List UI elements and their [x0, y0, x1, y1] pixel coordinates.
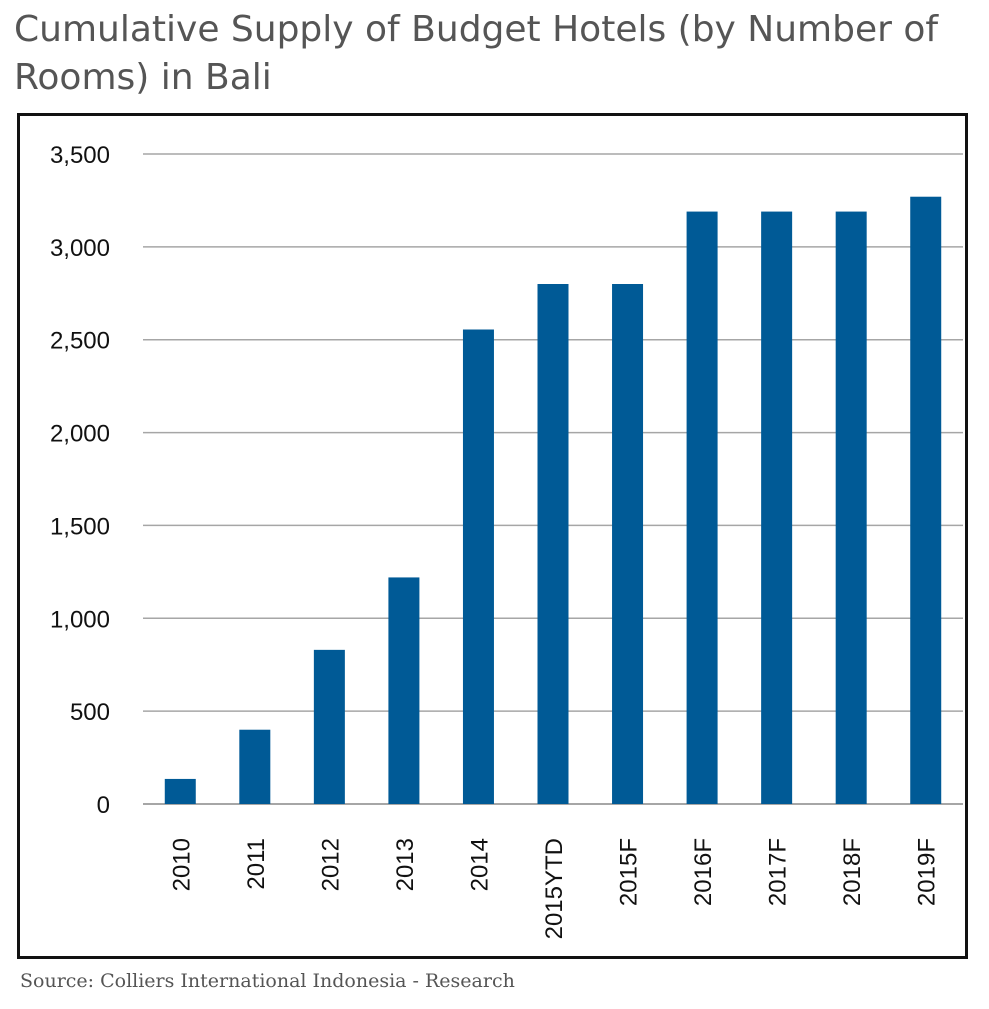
x-tick-label: 2014 — [466, 838, 493, 891]
y-tick-label: 1,500 — [50, 513, 110, 540]
bars — [164, 196, 942, 805]
x-tick-label: 2011 — [243, 838, 270, 890]
y-tick-label: 2,000 — [50, 421, 110, 448]
y-tick-label: 3,500 — [50, 142, 110, 169]
source-note: Source: Colliers International Indonesia… — [20, 970, 515, 992]
y-tick-label: 500 — [70, 699, 110, 726]
bar-2013 — [388, 577, 420, 804]
bar-2017F — [761, 211, 793, 805]
chart-frame — [17, 113, 968, 959]
x-tick-label: 2017F — [765, 838, 792, 906]
bar-2019F — [910, 196, 942, 804]
bar-2018F — [835, 211, 867, 805]
y-axis-labels: 0 500 1,000 1,500 2,000 2,500 3,000 3,500 — [50, 142, 110, 819]
x-tick-label: 2012 — [317, 838, 344, 891]
x-tick-label: 2019F — [914, 838, 941, 906]
chart-title: Cumulative Supply of Budget Hotels (by N… — [14, 9, 939, 98]
x-tick-label: 2016F — [690, 838, 717, 906]
x-tick-label: 2015F — [616, 838, 643, 906]
x-tick-label: 2013 — [392, 838, 419, 891]
bar-2016F — [686, 211, 718, 805]
bar-2010 — [164, 778, 196, 804]
y-tick-label: 3,000 — [50, 235, 110, 262]
x-tick-label: 2018F — [839, 838, 866, 906]
x-tick-label: 2010 — [168, 838, 195, 891]
y-tick-label: 2,500 — [50, 328, 110, 355]
x-axis-labels: 2010 2011 2012 2013 2014 2015YTD 2015F 2016F 201… — [168, 838, 940, 939]
bar-2015YTD — [537, 284, 569, 804]
y-tick-label: 1,000 — [50, 606, 110, 633]
bar-2012 — [313, 649, 345, 804]
x-tick-label: 2015YTD — [541, 838, 568, 939]
bar-2011 — [239, 729, 271, 804]
bar-2015F — [612, 284, 644, 804]
bar-2014 — [462, 329, 494, 804]
y-tick-label: 0 — [97, 792, 110, 819]
